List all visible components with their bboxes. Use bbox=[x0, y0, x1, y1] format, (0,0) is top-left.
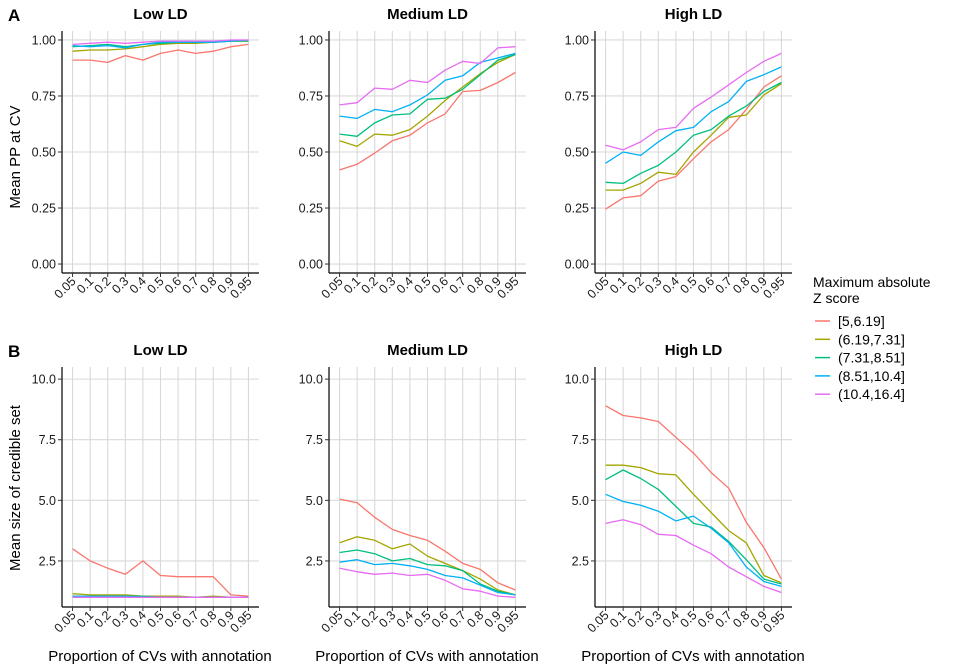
legend: Maximum absolute Z score [5,6.19] (6.19,7… bbox=[813, 274, 931, 402]
y-tick-label: 7.5 bbox=[572, 433, 589, 447]
series-line bbox=[339, 52, 516, 120]
y-tick-label: 2.5 bbox=[39, 554, 56, 568]
y-tick-label: 0.50 bbox=[565, 146, 589, 160]
legend-label: (10.4,16.4] bbox=[838, 386, 905, 402]
x-tick-label: 0.95 bbox=[494, 274, 521, 301]
y-tick-label: 0.00 bbox=[565, 258, 589, 272]
x-tick-label: 0.95 bbox=[227, 608, 254, 635]
series-line bbox=[72, 39, 249, 49]
y-tick-label: 2.5 bbox=[572, 554, 589, 568]
series-line bbox=[605, 66, 782, 164]
series-line bbox=[605, 52, 782, 151]
series-line bbox=[605, 519, 782, 594]
y-tick-label: 0.75 bbox=[299, 89, 323, 103]
series-line bbox=[605, 464, 782, 584]
row-label-a: A bbox=[8, 6, 20, 25]
x-tick-label: 0.95 bbox=[227, 274, 254, 301]
y-tick-label: 1.00 bbox=[32, 33, 56, 47]
y-tick-label: 0.25 bbox=[32, 202, 56, 216]
series-line bbox=[605, 493, 782, 588]
series-line bbox=[72, 593, 249, 598]
x-tick-label: 0.95 bbox=[760, 608, 787, 635]
x-axis-title-col1: Proportion of CVs with annotation bbox=[48, 648, 271, 665]
panel-title: High LD bbox=[665, 6, 723, 23]
y-tick-label: 0.00 bbox=[32, 258, 56, 272]
y-tick-label: 0.25 bbox=[299, 202, 323, 216]
series-line bbox=[72, 39, 249, 46]
y-tick-label: 7.5 bbox=[39, 433, 56, 447]
series-line bbox=[605, 81, 782, 185]
x-tick-label: 0.95 bbox=[494, 608, 521, 635]
legend-label: (8.51,10.4] bbox=[838, 368, 905, 384]
y-tick-label: 10.0 bbox=[299, 373, 323, 387]
series-line bbox=[339, 46, 516, 106]
series-line bbox=[339, 567, 516, 598]
legend-title-line1: Maximum absolute bbox=[813, 274, 931, 290]
panel-1: 0.000.250.500.751.000.050.10.20.30.40.50… bbox=[32, 6, 259, 301]
x-tick-label: 0.95 bbox=[760, 274, 787, 301]
series-line bbox=[339, 536, 516, 596]
y-tick-label: 1.00 bbox=[299, 33, 323, 47]
panel-3: 0.000.250.500.751.000.050.10.20.30.40.50… bbox=[565, 6, 792, 301]
y-tick-label: 0.25 bbox=[565, 202, 589, 216]
panel-title: Medium LD bbox=[387, 6, 468, 23]
y-tick-label: 0.00 bbox=[299, 258, 323, 272]
y-tick-label: 1.00 bbox=[565, 33, 589, 47]
panel-title: High LD bbox=[665, 342, 723, 359]
series-line bbox=[339, 549, 516, 596]
y-tick-label: 0.50 bbox=[299, 146, 323, 160]
y-tick-label: 2.5 bbox=[306, 554, 323, 568]
panel-title: Low LD bbox=[133, 342, 187, 359]
y-tick-label: 10.0 bbox=[565, 373, 589, 387]
y-tick-label: 0.75 bbox=[32, 89, 56, 103]
legend-label: (6.19,7.31] bbox=[838, 331, 905, 347]
y-tick-label: 7.5 bbox=[306, 433, 323, 447]
panel-2: 0.000.250.500.751.000.050.10.20.30.40.50… bbox=[299, 6, 526, 301]
series-line bbox=[339, 71, 516, 171]
y-tick-label: 5.0 bbox=[572, 494, 589, 508]
y-tick-label: 5.0 bbox=[39, 494, 56, 508]
series-line bbox=[339, 559, 516, 596]
series-line bbox=[72, 43, 249, 64]
panel-5: 2.55.07.510.00.050.10.20.30.40.50.60.70.… bbox=[299, 342, 526, 635]
panel-title: Low LD bbox=[133, 6, 187, 23]
y-tick-label: 0.50 bbox=[32, 146, 56, 160]
y-axis-title-bottom: Mean size of credible set bbox=[7, 404, 24, 571]
series-line bbox=[605, 469, 782, 585]
legend-label: [5,6.19] bbox=[838, 313, 885, 329]
series-line bbox=[605, 83, 782, 191]
y-axis-title-top: Mean PP at CV bbox=[7, 105, 24, 208]
x-axis-title-col3: Proportion of CVs with annotation bbox=[581, 648, 804, 665]
series-line bbox=[339, 53, 516, 137]
panel-4: 2.55.07.510.00.050.10.20.30.40.50.60.70.… bbox=[32, 342, 259, 635]
legend-label: (7.31,8.51] bbox=[838, 350, 905, 366]
series-line bbox=[605, 405, 782, 580]
x-axis-title-col2: Proportion of CVs with annotation bbox=[315, 648, 538, 665]
series-line bbox=[72, 548, 249, 597]
y-tick-label: 10.0 bbox=[32, 373, 56, 387]
legend-title-line2: Z score bbox=[813, 290, 860, 306]
panels-group: 0.000.250.500.751.000.050.10.20.30.40.50… bbox=[32, 6, 792, 635]
y-tick-label: 0.75 bbox=[565, 89, 589, 103]
y-tick-label: 5.0 bbox=[306, 494, 323, 508]
panel-6: 2.55.07.510.00.050.10.20.30.40.50.60.70.… bbox=[565, 342, 792, 635]
series-line bbox=[339, 498, 516, 591]
panel-title: Medium LD bbox=[387, 342, 468, 359]
row-label-b: B bbox=[8, 342, 20, 361]
